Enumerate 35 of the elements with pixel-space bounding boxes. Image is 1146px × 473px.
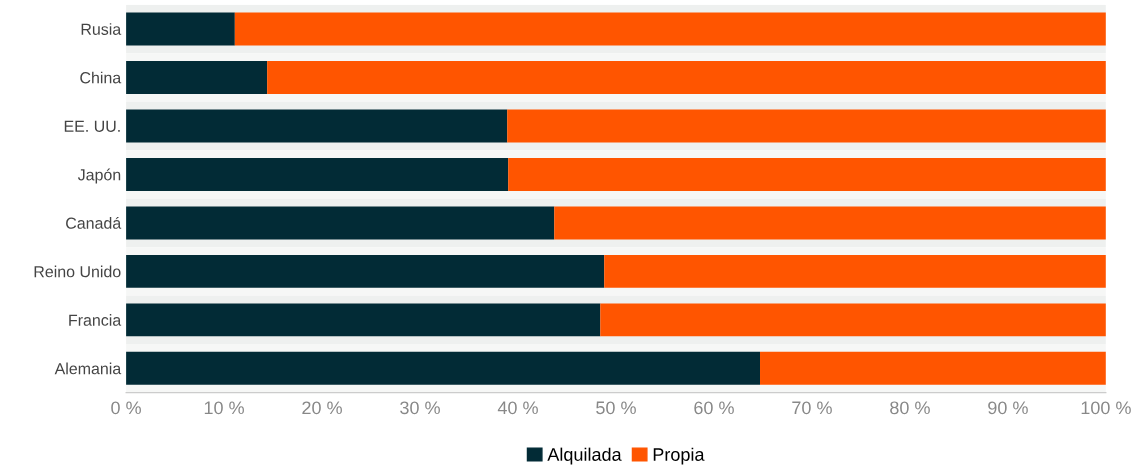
bar [126,351,761,385]
bar [760,351,1106,385]
bar [508,157,1106,191]
bar [507,109,1106,143]
y-tick-label: Francia [69,314,122,326]
bar [126,109,508,143]
x-tick-label: 0 % [111,401,141,415]
bar [600,303,1106,337]
y-tick-label: EE. UU. [64,120,120,132]
bar [604,254,1106,288]
y-tick-label: China [80,71,122,84]
x-tick-label: 50 % [596,401,636,415]
x-tick-label: 40 % [497,401,538,415]
y-tick-label: Alemania [54,362,122,375]
y-tick-label: Japón [77,168,121,184]
x-tick-label: 90 % [988,401,1028,415]
x-tick-label: 80 % [890,401,930,415]
bar [126,157,509,191]
bar [126,12,235,46]
x-tick-label: 100 % [1081,401,1131,415]
y-tick-label: Reino Unido [34,265,121,278]
y-tick-label: Rusia [81,23,122,35]
legend-label: Alquilada [547,447,622,465]
y-tick-label: Canadá [66,216,122,229]
legend-label: Propia [653,447,705,465]
bar [126,303,601,337]
bar [126,60,268,94]
x-tick-label: 60 % [694,401,734,415]
bar [126,206,555,240]
x-tick-label: 10 % [204,401,244,415]
x-tick-label: 30 % [400,401,440,415]
x-tick-label: 20 % [302,401,342,415]
x-tick-label: 70 % [792,401,832,415]
bar [554,206,1106,240]
bar [126,254,605,288]
